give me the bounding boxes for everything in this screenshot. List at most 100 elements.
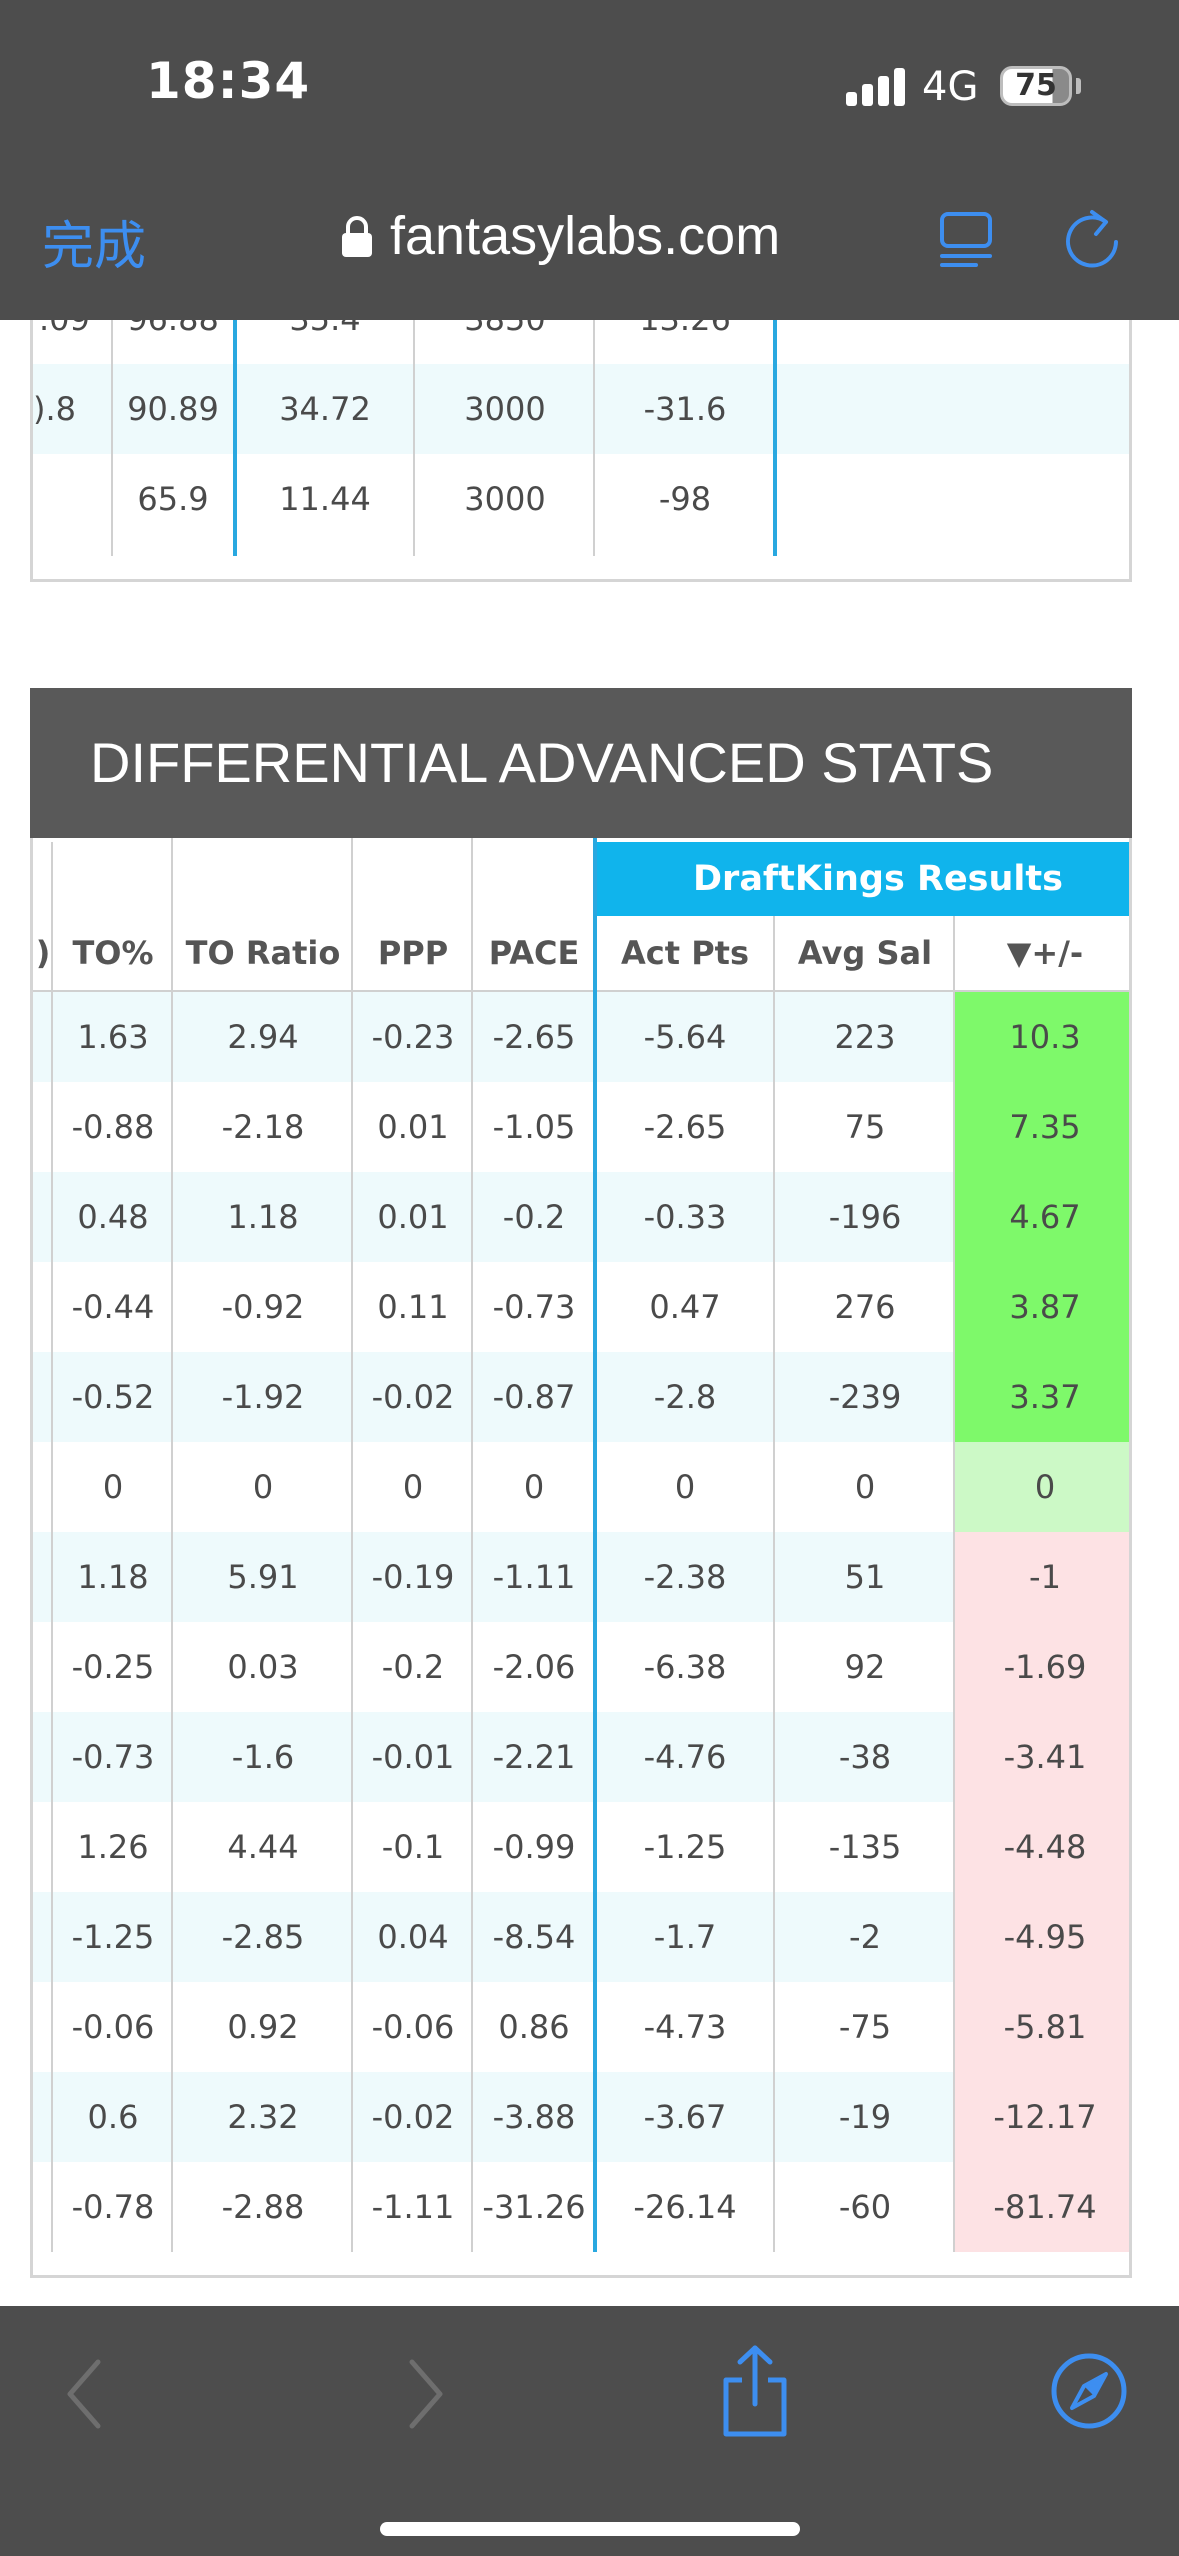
column-divider — [51, 842, 53, 2252]
reload-icon[interactable] — [1062, 206, 1122, 268]
table-row: 0 0 0 0 0 0 0 — [33, 1442, 1129, 1532]
table-cell: -0.1 — [381, 1828, 445, 1866]
column-header-act-pts[interactable]: Act Pts — [621, 934, 749, 972]
table-cell: 96.88 — [113, 320, 233, 364]
share-icon[interactable] — [716, 2342, 794, 2440]
table-row: -0.25 0.03 -0.2 -2.06 -6.38 92 -1.69 — [33, 1622, 1129, 1712]
table-cell: -2.65 — [643, 1108, 727, 1146]
table-cell — [33, 454, 113, 544]
table-cell: 1.18 — [77, 1558, 149, 1596]
table-cell: 0.48 — [77, 1198, 149, 1236]
address-bar[interactable]: fantasylabs.com — [340, 204, 780, 268]
table-cell: -0.02 — [371, 1378, 455, 1416]
table-cell: 0.03 — [227, 1648, 299, 1686]
column-divider — [413, 320, 415, 556]
table-cell: -3.88 — [492, 2098, 576, 2136]
table-cell: 90.89 — [127, 390, 219, 428]
plus-minus-cell: -12.17 — [955, 2072, 1129, 2162]
table-cell: 3000 — [464, 390, 546, 428]
table-cell: -2.06 — [492, 1648, 576, 1686]
table-row: -0.44 -0.92 0.11 -0.73 0.47 276 3.87 — [33, 1262, 1129, 1352]
table-cell: -0.01 — [371, 1738, 455, 1776]
table-cell: 11.44 — [279, 480, 371, 518]
plus-minus-cell: 4.67 — [955, 1172, 1129, 1262]
home-indicator[interactable] — [380, 2522, 800, 2536]
table-cell: -19 — [838, 2098, 892, 2136]
column-header-to-ratio[interactable]: TO Ratio — [185, 934, 341, 972]
table-cell: -75 — [838, 2008, 892, 2046]
browser-header: 完成 fantasylabs.com — [0, 170, 1179, 320]
compass-icon[interactable] — [1050, 2352, 1128, 2430]
table-cell: -0.33 — [643, 1198, 727, 1236]
table-row: -1.25 -2.85 0.04 -8.54 -1.7 -2 -4.95 — [33, 1892, 1129, 1982]
section-title: DIFFERENTIAL ADVANCED STATS — [90, 731, 994, 794]
table-cell: 0 — [523, 1468, 545, 1506]
column-header-avg-sal[interactable]: Avg Sal — [797, 934, 933, 972]
tab-overview-icon[interactable] — [938, 210, 994, 268]
table-cell: 34.72 — [279, 390, 371, 428]
done-button[interactable]: 完成 — [42, 217, 147, 277]
plus-minus-cell: 3.87 — [955, 1262, 1129, 1352]
plus-minus-cell: -5.81 — [955, 1982, 1129, 2072]
forward-icon[interactable] — [400, 2354, 450, 2434]
table-cell: -0.44 — [71, 1288, 155, 1326]
column-header-pace[interactable]: PACE — [488, 934, 580, 972]
column-divider — [773, 916, 775, 2252]
column-header-plus-minus-sorted[interactable]: ▼+/- — [1006, 934, 1084, 972]
table-cell: -0.99 — [492, 1828, 576, 1866]
table-cell: 223 — [834, 1018, 896, 1056]
table-cell: -1.7 — [653, 1918, 717, 1956]
plus-minus-cell: -4.95 — [955, 1892, 1129, 1982]
table-cell: 0.04 — [377, 1918, 449, 1956]
table-cell: 3000 — [464, 480, 546, 518]
table-cell: -2.18 — [221, 1108, 305, 1146]
column-divider — [171, 838, 173, 2252]
table-cell: 75 — [844, 1108, 886, 1146]
table-cell: 0.92 — [227, 2008, 299, 2046]
column-header-to-pct[interactable]: TO% — [72, 934, 154, 972]
table-cell: -2.65 — [492, 1018, 576, 1056]
plus-minus-cell: 3.37 — [955, 1352, 1129, 1442]
table-row: .09 96.88 35.4 3850 13.26 — [33, 320, 1129, 364]
back-icon[interactable] — [60, 2354, 110, 2434]
status-time: 18:34 — [146, 52, 311, 110]
table-cell: -0.87 — [492, 1378, 576, 1416]
table-cell: -0.06 — [371, 2008, 455, 2046]
table-cell: -31.6 — [643, 390, 727, 428]
table-cell: 2.32 — [227, 2098, 299, 2136]
column-divider-accent — [593, 838, 597, 2252]
table-cell: -0.23 — [371, 1018, 455, 1056]
table-cell: 0.01 — [377, 1108, 449, 1146]
table-cell: 92 — [844, 1648, 886, 1686]
table-cell: -2 — [849, 1918, 881, 1956]
column-header-ppp[interactable]: PPP — [377, 934, 449, 972]
section-header: DIFFERENTIAL ADVANCED STATS — [30, 688, 1132, 838]
column-divider — [111, 320, 113, 556]
table-row: -0.52 -1.92 -0.02 -0.87 -2.8 -239 3.37 — [33, 1352, 1129, 1442]
table-cell: 5.91 — [227, 1558, 299, 1596]
header-divider — [33, 990, 1129, 992]
table-row: -0.88 -2.18 0.01 -1.05 -2.65 75 7.35 — [33, 1082, 1129, 1172]
table-cell: -1.25 — [71, 1918, 155, 1956]
table-cell: -1.11 — [371, 2188, 455, 2226]
differential-stats-table: DraftKings Results ) TO% TO Ratio PPP PA… — [30, 838, 1132, 2278]
table-cell: -1.05 — [492, 1108, 576, 1146]
table-cell: 2.94 — [227, 1018, 299, 1056]
column-header[interactable]: ) — [35, 934, 51, 972]
plus-minus-cell: 7.35 — [955, 1082, 1129, 1172]
table-cell: -0.25 — [71, 1648, 155, 1686]
column-divider — [351, 838, 353, 2252]
table-row: ).8 90.89 34.72 3000 -31.6 — [33, 364, 1129, 454]
table-cell: 276 — [834, 1288, 896, 1326]
table-cell: -0.73 — [492, 1288, 576, 1326]
table-cell: -26.14 — [633, 2188, 737, 2226]
table-cell: -5.64 — [643, 1018, 727, 1056]
battery-level: 75 — [1015, 68, 1057, 103]
table-cell: -4.76 — [643, 1738, 727, 1776]
signal-strength-icon — [846, 66, 906, 106]
table-cell: -0.78 — [71, 2188, 155, 2226]
table-cell: 13.26 — [595, 320, 775, 364]
table-cell: -2.21 — [492, 1738, 576, 1776]
table-cell: 0.6 — [87, 2098, 139, 2136]
table-cell: -239 — [828, 1378, 902, 1416]
